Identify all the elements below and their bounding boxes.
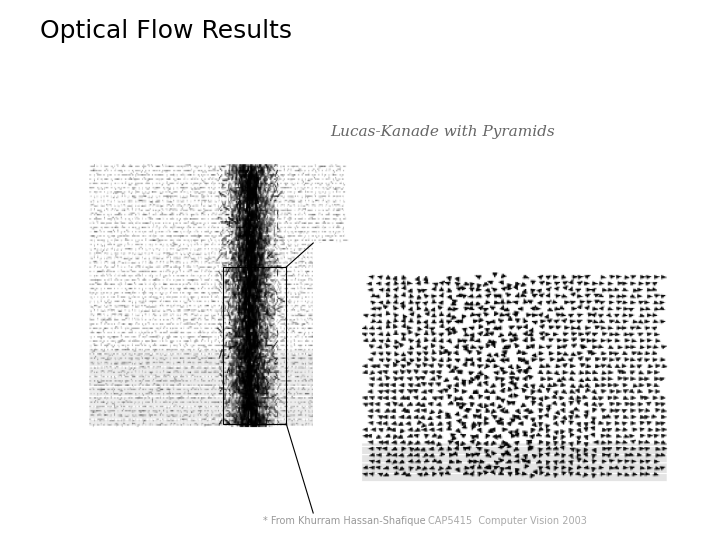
Text: * From Khurram Hassan-Shafique: * From Khurram Hassan-Shafique <box>263 516 428 526</box>
Text: Optical Flow Results: Optical Flow Results <box>40 19 292 43</box>
Bar <box>222 267 286 423</box>
Text: CAP5415  Computer Vision 2003: CAP5415 Computer Vision 2003 <box>428 516 588 526</box>
Text: Lucas-Kanade with Pyramids: Lucas-Kanade with Pyramids <box>330 125 555 139</box>
